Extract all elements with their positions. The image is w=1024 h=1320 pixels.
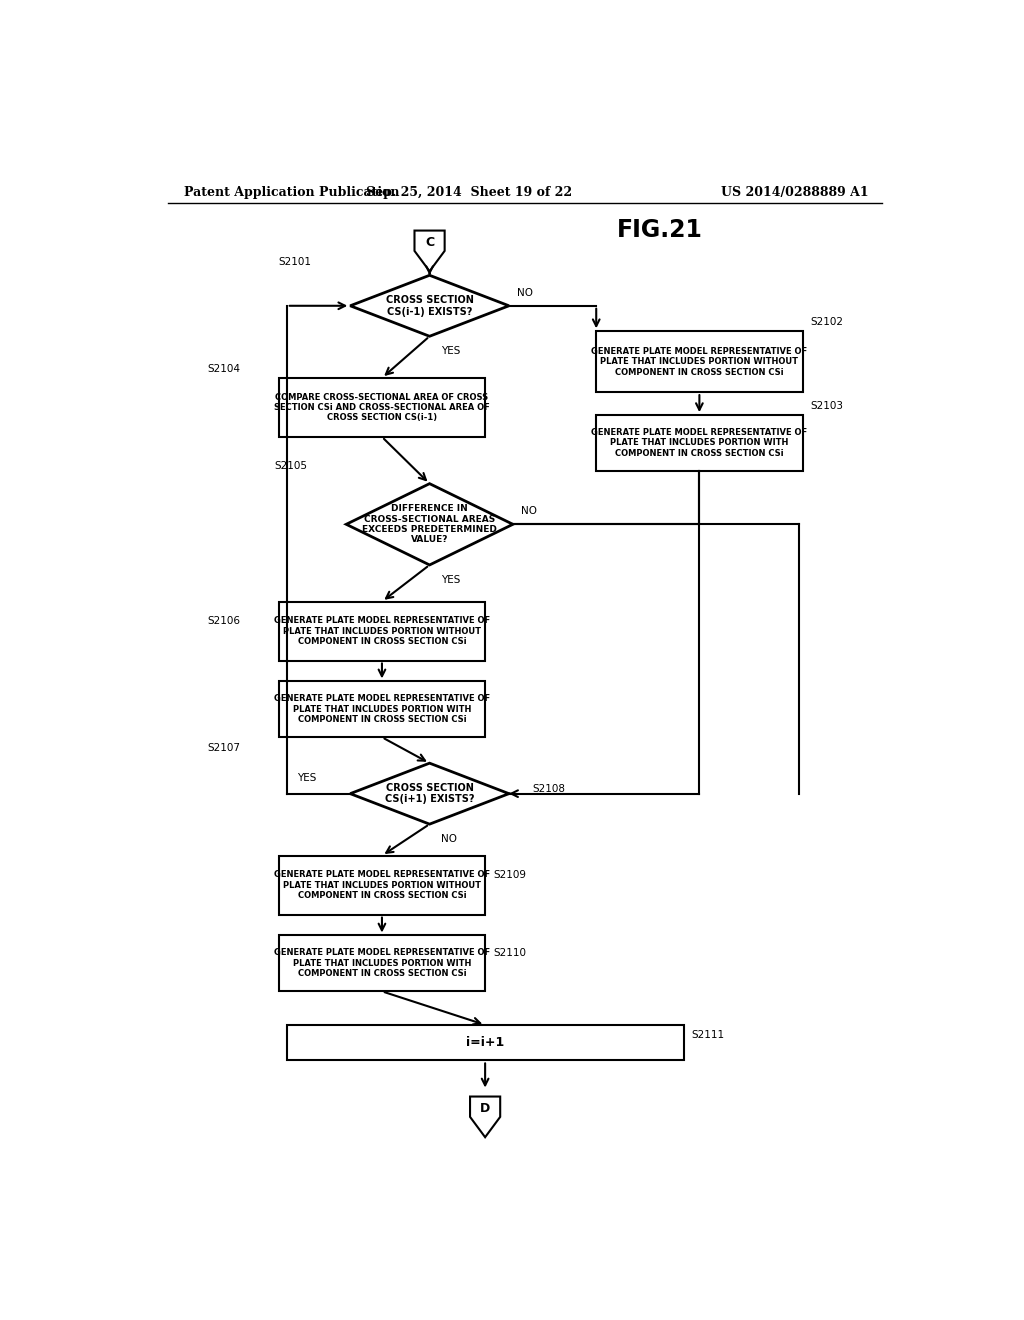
Text: GENERATE PLATE MODEL REPRESENTATIVE OF
PLATE THAT INCLUDES PORTION WITHOUT
COMPO: GENERATE PLATE MODEL REPRESENTATIVE OF P…: [591, 347, 808, 376]
Text: CROSS SECTION
CS(i+1) EXISTS?: CROSS SECTION CS(i+1) EXISTS?: [385, 783, 474, 804]
Text: GENERATE PLATE MODEL REPRESENTATIVE OF
PLATE THAT INCLUDES PORTION WITH
COMPONEN: GENERATE PLATE MODEL REPRESENTATIVE OF P…: [273, 949, 490, 978]
Text: S2110: S2110: [494, 948, 526, 958]
Text: S2101: S2101: [279, 257, 311, 267]
Text: GENERATE PLATE MODEL REPRESENTATIVE OF
PLATE THAT INCLUDES PORTION WITH
COMPONEN: GENERATE PLATE MODEL REPRESENTATIVE OF P…: [591, 428, 808, 458]
Text: Sep. 25, 2014  Sheet 19 of 22: Sep. 25, 2014 Sheet 19 of 22: [367, 186, 572, 199]
Text: NO: NO: [521, 506, 537, 516]
Text: S2104: S2104: [207, 364, 241, 374]
Text: GENERATE PLATE MODEL REPRESENTATIVE OF
PLATE THAT INCLUDES PORTION WITHOUT
COMPO: GENERATE PLATE MODEL REPRESENTATIVE OF P…: [273, 870, 490, 900]
Text: FIG.21: FIG.21: [616, 218, 702, 242]
Text: C: C: [425, 236, 434, 249]
Text: CROSS SECTION
CS(i-1) EXISTS?: CROSS SECTION CS(i-1) EXISTS?: [386, 294, 473, 317]
Text: S2111: S2111: [691, 1030, 725, 1040]
Text: S2105: S2105: [274, 462, 308, 471]
Text: DIFFERENCE IN
CROSS-SECTIONAL AREAS
EXCEEDS PREDETERMINED
VALUE?: DIFFERENCE IN CROSS-SECTIONAL AREAS EXCE…: [362, 504, 497, 544]
Bar: [279, 602, 485, 660]
Text: i=i+1: i=i+1: [466, 1036, 504, 1049]
Text: Patent Application Publication: Patent Application Publication: [183, 186, 399, 199]
Bar: [279, 378, 485, 437]
Text: YES: YES: [441, 576, 461, 585]
Text: S2109: S2109: [494, 870, 526, 880]
Text: US 2014/0288889 A1: US 2014/0288889 A1: [721, 186, 868, 199]
Text: S2106: S2106: [207, 616, 241, 626]
Text: NO: NO: [441, 834, 458, 845]
Text: S2108: S2108: [532, 784, 565, 793]
Text: S2102: S2102: [811, 317, 844, 327]
Text: YES: YES: [297, 774, 316, 784]
Text: NO: NO: [517, 288, 532, 297]
Text: COMPARE CROSS-SECTIONAL AREA OF CROSS
SECTION CSi AND CROSS-SECTIONAL AREA OF
CR: COMPARE CROSS-SECTIONAL AREA OF CROSS SE…: [274, 392, 489, 422]
Bar: [596, 331, 803, 392]
Bar: [287, 1024, 684, 1060]
Text: YES: YES: [441, 346, 461, 356]
Text: GENERATE PLATE MODEL REPRESENTATIVE OF
PLATE THAT INCLUDES PORTION WITH
COMPONEN: GENERATE PLATE MODEL REPRESENTATIVE OF P…: [273, 694, 490, 725]
Text: S2103: S2103: [811, 401, 844, 411]
Text: S2107: S2107: [207, 743, 241, 752]
Bar: [279, 855, 485, 915]
Bar: [279, 681, 485, 738]
Text: GENERATE PLATE MODEL REPRESENTATIVE OF
PLATE THAT INCLUDES PORTION WITHOUT
COMPO: GENERATE PLATE MODEL REPRESENTATIVE OF P…: [273, 616, 490, 645]
Text: D: D: [480, 1102, 490, 1115]
Bar: [279, 936, 485, 991]
Bar: [596, 414, 803, 471]
